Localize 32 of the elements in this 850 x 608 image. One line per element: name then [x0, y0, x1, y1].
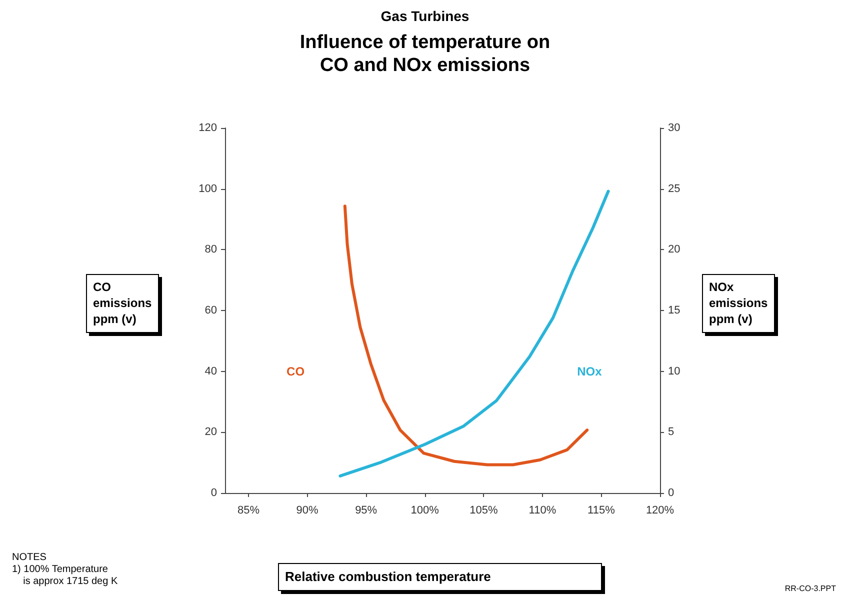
- x-tick-label: 100%: [410, 504, 440, 516]
- y-tick-label: 100: [198, 182, 217, 195]
- y-tick-label: 0: [210, 487, 217, 499]
- y-tick-label: 20: [204, 426, 217, 438]
- y-tick-label: 40: [204, 365, 217, 378]
- x-tick-label: 110%: [528, 504, 556, 516]
- x-tick-label: 90%: [296, 504, 319, 516]
- y-tick-label: 80: [204, 244, 217, 256]
- y2-tick-label: 15: [668, 304, 680, 316]
- y2-axis-title: NOx emissions ppm (v): [702, 274, 775, 333]
- text: RR-CO-3.PPT: [784, 584, 836, 594]
- x-tick-label: 105%: [470, 504, 498, 516]
- y2-tick-label: 0: [668, 487, 674, 499]
- y2-tick-label: 5: [668, 426, 674, 438]
- y-tick-label: 60: [204, 304, 217, 316]
- chart-subtitle: Influence of temperature on CO and NOx emissions: [298, 32, 552, 78]
- line-series: [338, 190, 610, 478]
- chart-title: Gas Turbines: [380, 8, 470, 24]
- y2-tick-label: 10: [668, 365, 680, 378]
- y-axis-title: CO emissions ppm (v): [86, 274, 159, 333]
- y2-tick-label: 30: [668, 122, 680, 134]
- text: NOx: [577, 364, 602, 378]
- x-tick-label: 120%: [646, 504, 674, 516]
- x-axis-title: Relative combustion temperature: [278, 563, 602, 591]
- x-tick-label: 85%: [238, 504, 260, 516]
- x-tick-label: 95%: [355, 504, 378, 516]
- y-tick-label: 120: [198, 122, 217, 134]
- y2-tick-label: 20: [668, 244, 680, 256]
- text: CO: [286, 364, 305, 378]
- text: NOTES 1) 100% Temperature is approx 1715 deg K: [12, 552, 118, 588]
- y2-tick-label: 25: [668, 182, 680, 195]
- x-tick-label: 115%: [588, 504, 616, 516]
